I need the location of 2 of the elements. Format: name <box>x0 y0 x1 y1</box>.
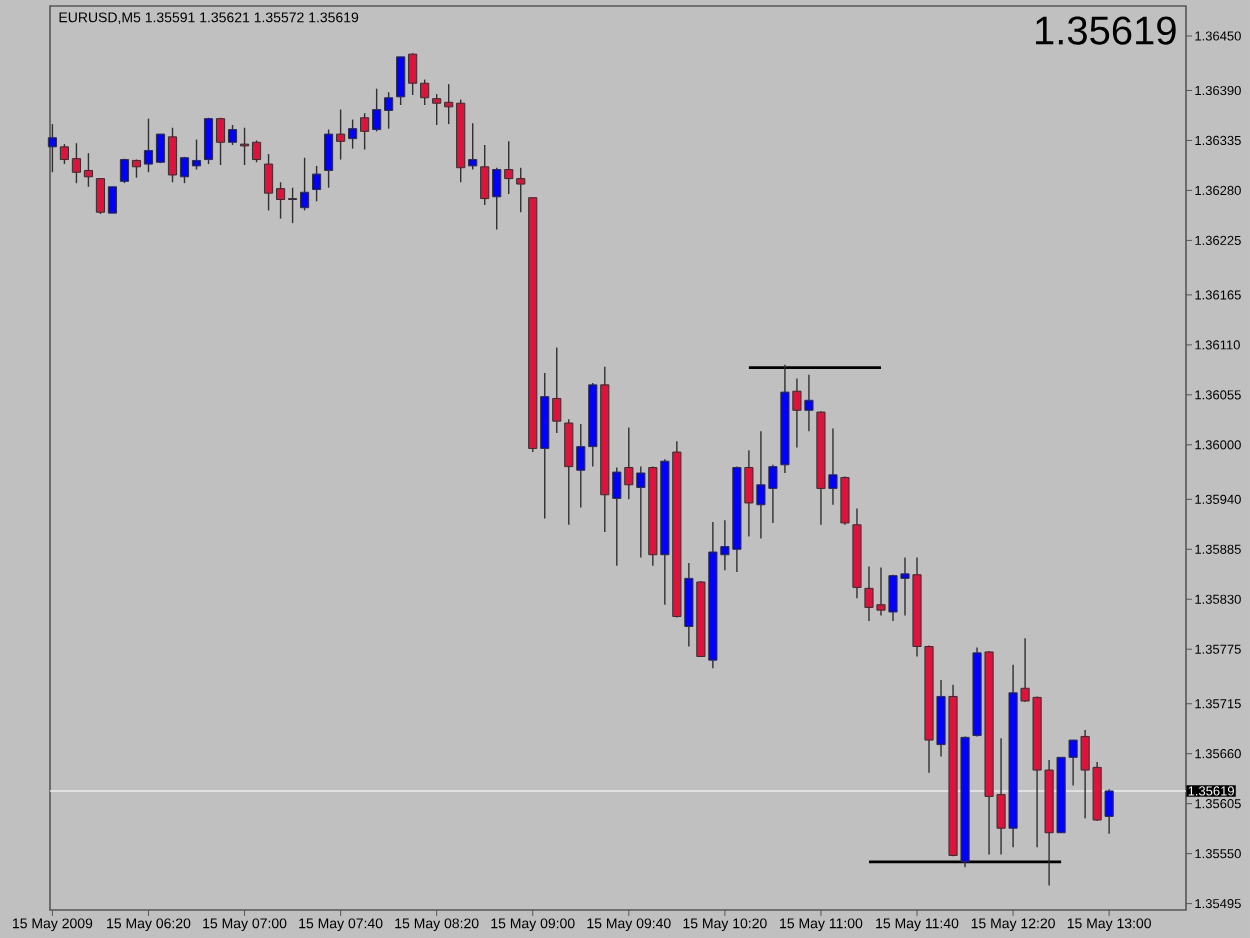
candlestick <box>312 165 322 203</box>
annotation: 1.35619 <box>1036 16 1176 45</box>
